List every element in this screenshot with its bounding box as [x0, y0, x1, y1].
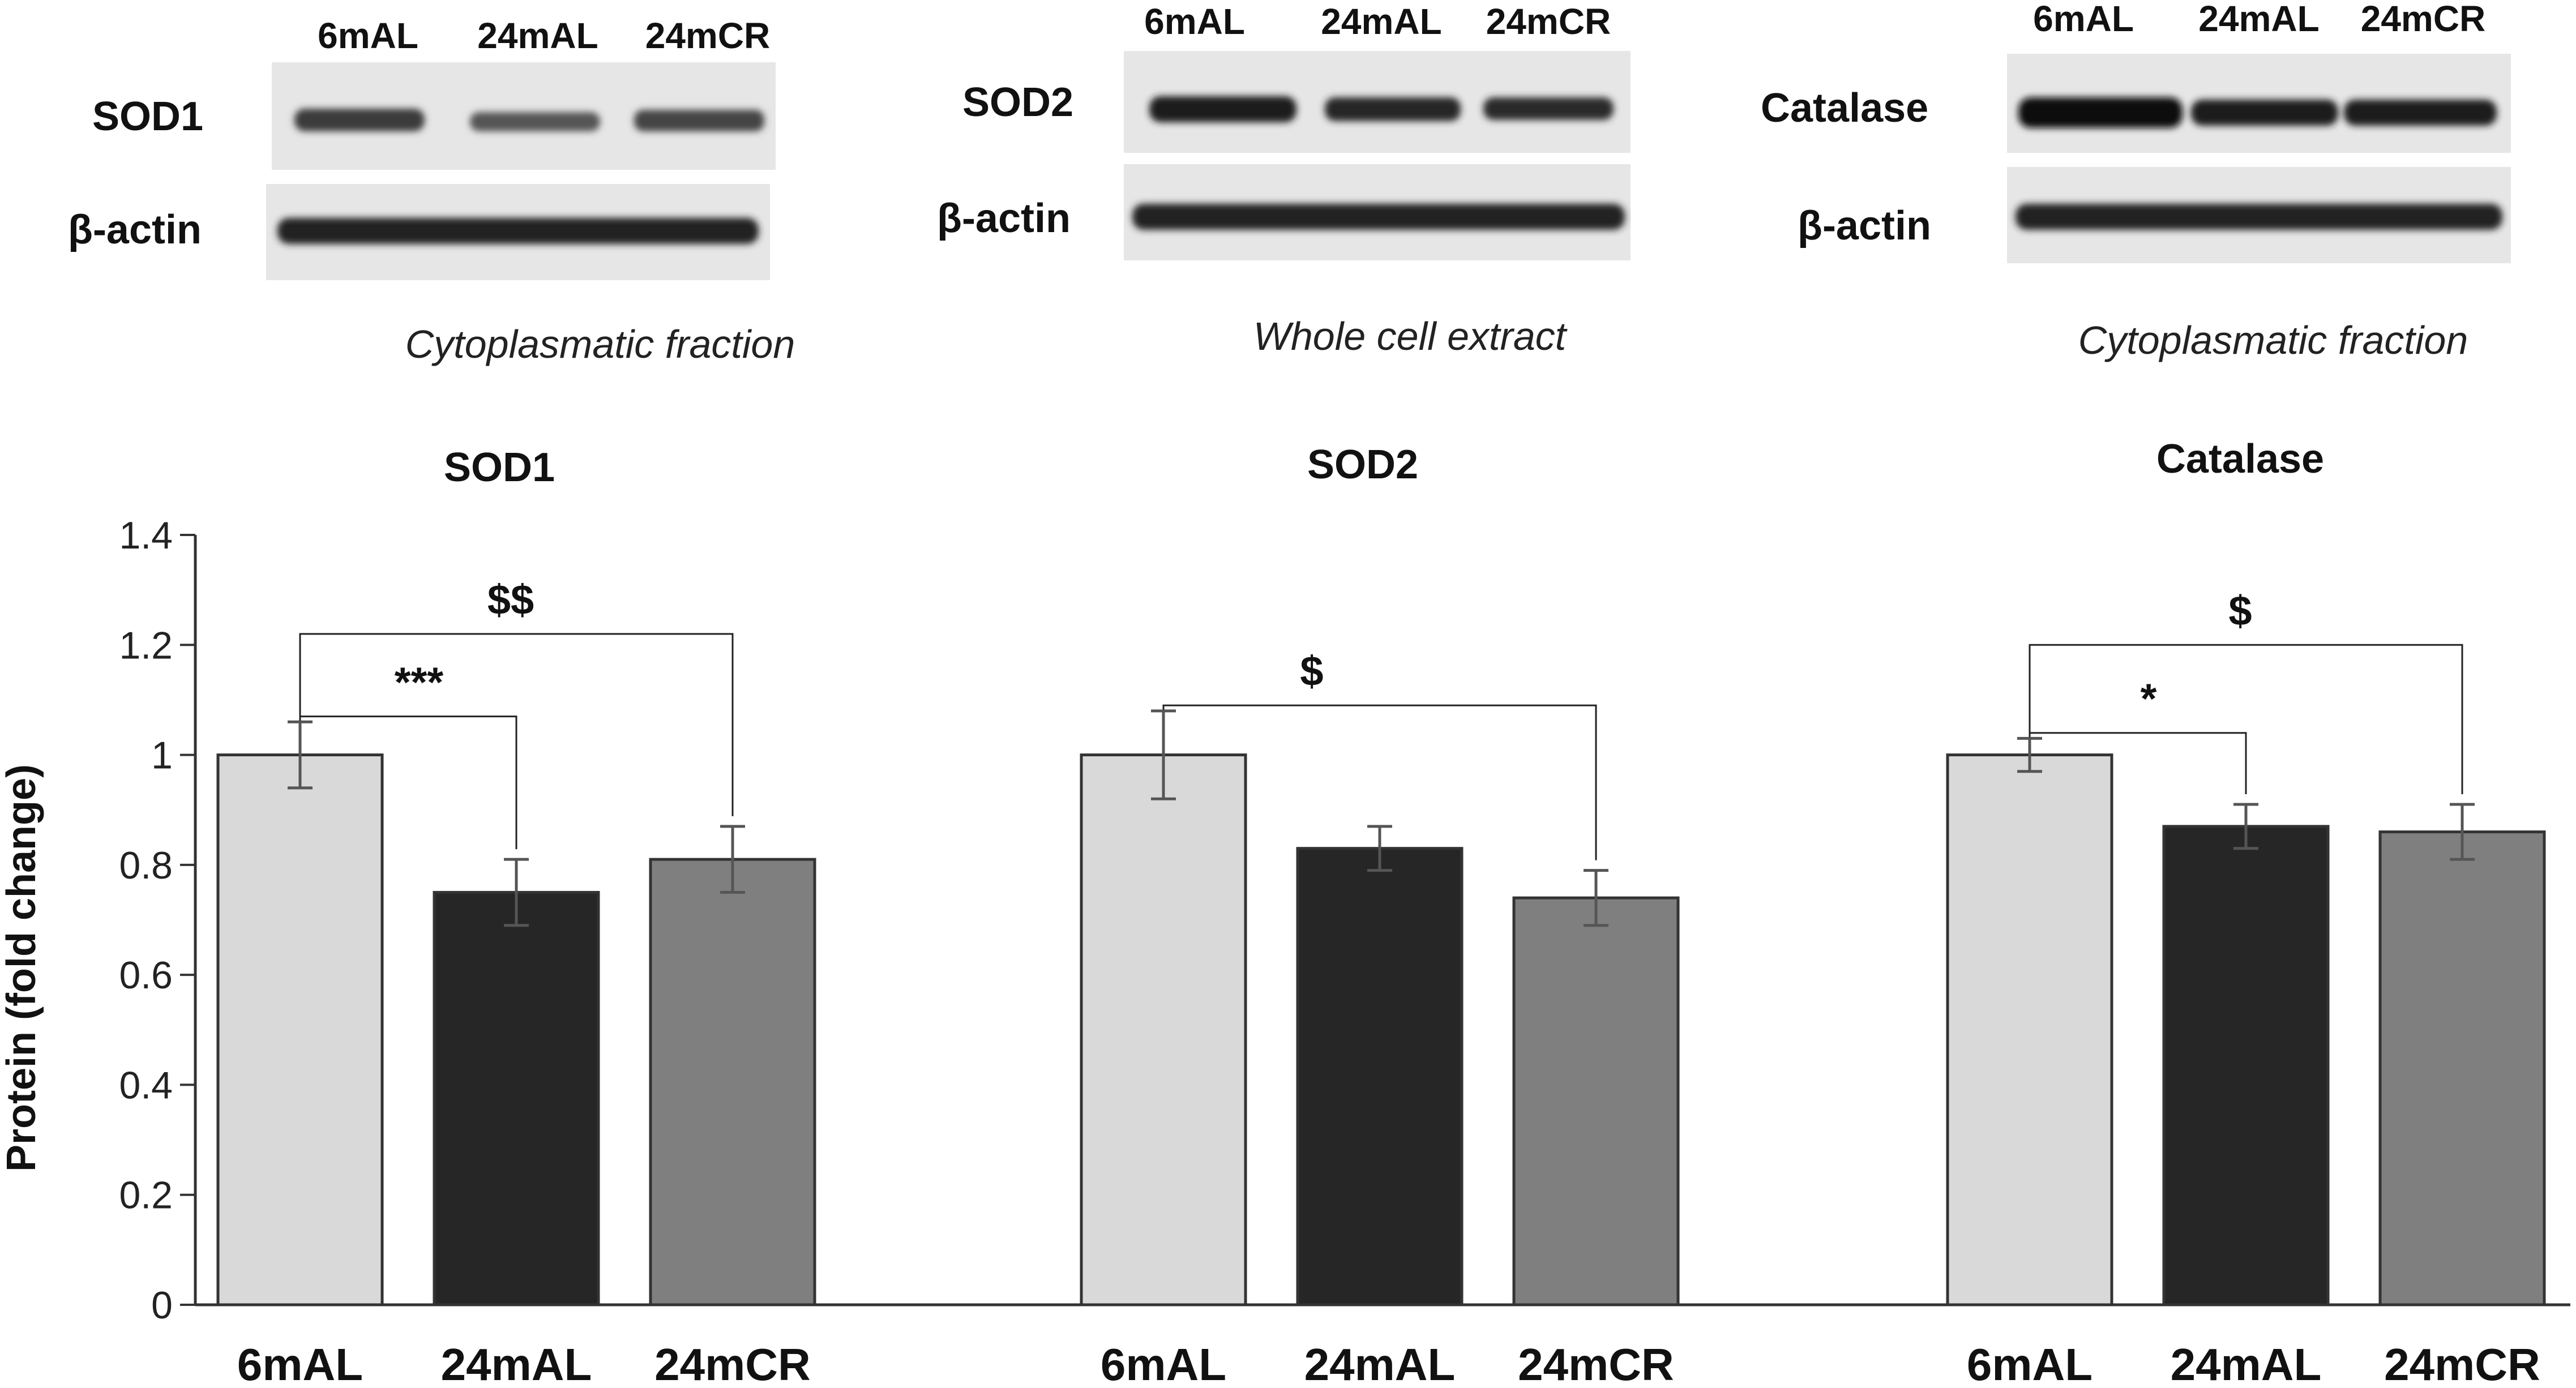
significance-label: * — [2141, 675, 2157, 722]
panel-title-sod1: SOD1 — [444, 445, 555, 490]
blot1-target-band-2 — [470, 112, 600, 131]
significance-brackets: ***$$$*$ — [299, 576, 2463, 860]
blot1-target-band-1 — [294, 109, 425, 131]
y-tick-label: 0.2 — [119, 1174, 173, 1217]
blot-panel-sod1: 6mAL 24mAL 24mCR SOD1 β-actin Cytoplasma… — [68, 15, 795, 366]
blot2-lane-label-2: 24mAL — [1321, 1, 1441, 42]
x-label-6mal: 6mAL — [1101, 1339, 1226, 1388]
significance-label: *** — [395, 659, 444, 706]
blot2-lane-label-1: 6mAL — [1144, 1, 1245, 42]
blot3-target-band-1 — [2018, 97, 2183, 128]
y-tick-label: 0.8 — [119, 844, 173, 887]
significance-label: $ — [1300, 648, 1323, 695]
blot2-target-band-2 — [1325, 97, 1461, 121]
y-tick-label: 0.4 — [119, 1064, 173, 1107]
y-tick-label: 1.2 — [119, 624, 173, 667]
blot1-caption: Cytoplasmatic fraction — [405, 322, 795, 366]
x-label-24mcr: 24mCR — [1518, 1339, 1674, 1388]
bar-chart: Protein (fold change) 0 0.2 0.4 0.6 0.8 1 1.2 1… — [0, 436, 2570, 1388]
x-label-24mal: 24mAL — [2171, 1339, 2322, 1388]
x-label-6mal: 6mAL — [237, 1339, 363, 1388]
blot2-lane-label-3: 24mCR — [1486, 1, 1611, 42]
bar-catalase-6mal — [1946, 753, 2113, 1306]
bars — [216, 753, 2546, 1306]
bar-sod2-6mal — [1080, 753, 1247, 1306]
blot1-target-band-3 — [634, 110, 764, 131]
y-tick-label: 0.6 — [119, 954, 173, 997]
x-label-24mal: 24mAL — [441, 1339, 592, 1388]
blot1-loading-band — [277, 218, 759, 244]
x-axis-labels: 6mAL 24mAL 24mCR 6mAL 24mAL 24mCR 6mAL 24mAL 24m… — [237, 1339, 2540, 1388]
blot-panel-catalase: 6mAL 24mAL 24mCR Catalase β-actin Cytopl… — [1761, 0, 2511, 362]
blot3-lane-label-2: 24mAL — [2198, 0, 2319, 39]
panel-title-catalase: Catalase — [2156, 436, 2324, 482]
significance-bracket — [1162, 704, 1597, 860]
blot1-target-label: SOD1 — [92, 94, 203, 139]
error-bars — [288, 709, 2475, 927]
significance-bracket — [299, 633, 734, 816]
blot3-loading-label: β-actin — [1798, 203, 1931, 249]
blot2-target-band-1 — [1149, 96, 1296, 122]
blot3-target-band-3 — [2344, 100, 2497, 126]
y-axis-label: Protein (fold change) — [0, 764, 44, 1172]
axes — [194, 535, 2570, 1306]
x-label-6mal: 6mAL — [1967, 1339, 2093, 1388]
x-label-24mal: 24mAL — [1304, 1339, 1456, 1388]
bar-sod1-24mal — [433, 890, 600, 1306]
y-tick-label: 0 — [151, 1284, 173, 1327]
bar-sod1-24mcr — [649, 858, 816, 1306]
blot3-loading-band — [2016, 204, 2502, 230]
significance-label: $$ — [487, 576, 534, 623]
blot2-loading-band — [1132, 204, 1625, 230]
x-label-24mcr: 24mCR — [2384, 1339, 2540, 1388]
blot3-target-band-2 — [2191, 100, 2338, 126]
blot1-loading-label: β-actin — [68, 207, 202, 252]
blot-panel-sod2: 6mAL 24mAL 24mCR SOD2 β-actin Whole cell… — [937, 1, 1631, 358]
panel-titles: SOD1 SOD2 Catalase — [444, 436, 2324, 490]
blot3-target-label: Catalase — [1761, 85, 1928, 131]
significance-label: $ — [2228, 587, 2252, 634]
y-tick-label: 1.4 — [119, 514, 173, 557]
y-tick-label: 1 — [151, 734, 173, 777]
blot1-lane-label-1: 6mAL — [318, 15, 418, 56]
blot2-target-band-3 — [1483, 97, 1614, 120]
blot1-lane-label-3: 24mCR — [645, 15, 771, 56]
bar-sod2-24mcr — [1512, 896, 1680, 1306]
blot3-caption: Cytoplasmatic fraction — [2078, 318, 2468, 362]
x-label-24mcr: 24mCR — [654, 1339, 811, 1388]
blot3-lane-label-3: 24mCR — [2361, 0, 2486, 39]
blot2-loading-label: β-actin — [937, 196, 1071, 241]
blot2-caption: Whole cell extract — [1253, 314, 1568, 358]
bar-catalase-24mal — [2162, 825, 2330, 1306]
panel-title-sod2: SOD2 — [1307, 442, 1418, 487]
bar-catalase-24mcr — [2378, 830, 2546, 1306]
blot3-lane-label-1: 6mAL — [2033, 0, 2134, 39]
blot1-lane-label-2: 24mAL — [477, 15, 598, 56]
bar-sod1-6mal — [216, 753, 384, 1306]
blot2-target-label: SOD2 — [962, 80, 1073, 125]
significance-bracket — [2029, 644, 2463, 794]
y-axis-ticks: 0 0.2 0.4 0.6 0.8 1 1.2 1.4 — [119, 514, 195, 1327]
bar-sod2-24mal — [1296, 847, 1464, 1306]
